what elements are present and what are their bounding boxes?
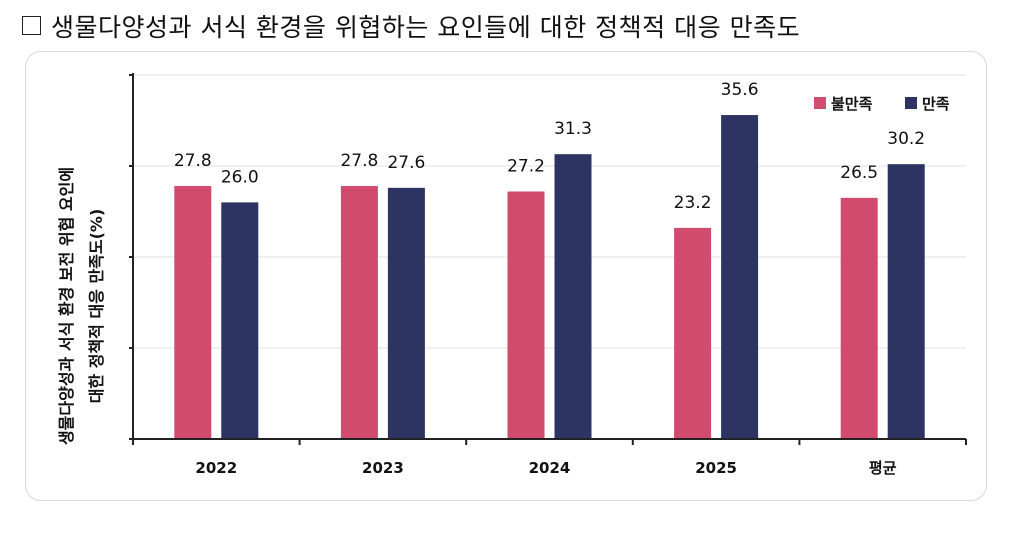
- axes: [129, 73, 967, 445]
- data-label: 30.2: [887, 129, 925, 149]
- checkbox-square-icon: [22, 16, 41, 35]
- data-label: 26.5: [840, 163, 878, 183]
- bar: [221, 202, 259, 439]
- labels: 2022 27.8 26.0 2023 27.8 27.6 2024 27.2 31.3 2025…: [174, 80, 925, 477]
- page-title-text: 생물다양성과 서식 환경을 위협하는 요인들에 대한 정책적 대응 만족도: [51, 13, 801, 42]
- x-tick-label: 2025: [695, 459, 737, 477]
- data-label: 27.6: [387, 153, 425, 173]
- chart-card: 생물다양성과 서식 환경 보전 위협 요인에 대한 정책적 대응 만족도(%) …: [25, 51, 987, 501]
- page-title: 생물다양성과 서식 환경을 위협하는 요인들에 대한 정책적 대응 만족도: [22, 8, 800, 44]
- bar: [507, 191, 545, 439]
- bar: [840, 197, 878, 439]
- data-label: 35.6: [721, 80, 759, 100]
- data-label: 23.2: [674, 193, 712, 213]
- legend: 불만족 만족: [814, 95, 950, 113]
- x-tick-label: 평균: [869, 459, 897, 477]
- x-tick-label: 2022: [195, 459, 237, 477]
- bar: [340, 186, 378, 439]
- bar: [554, 154, 592, 440]
- x-tick-label: 2024: [529, 459, 571, 477]
- x-tick-label: 2023: [362, 459, 404, 477]
- legend-swatch: [814, 97, 826, 109]
- data-label: 27.2: [507, 156, 545, 176]
- grid-lines: [133, 74, 966, 349]
- bars: [174, 115, 925, 440]
- bar: [887, 164, 925, 439]
- bar: [721, 115, 759, 439]
- bar: [387, 187, 425, 439]
- data-label: 27.8: [174, 151, 212, 171]
- bar: [174, 186, 212, 439]
- bar: [674, 227, 712, 439]
- data-label: 31.3: [554, 119, 592, 139]
- legend-label: 만족: [922, 95, 950, 113]
- data-label: 26.0: [221, 167, 259, 187]
- legend-swatch: [905, 97, 917, 109]
- legend-label: 불만족: [831, 95, 873, 113]
- bar-chart: 2022 27.8 26.0 2023 27.8 27.6 2024 27.2 31.3 2025…: [129, 73, 967, 477]
- data-label: 27.8: [340, 151, 378, 171]
